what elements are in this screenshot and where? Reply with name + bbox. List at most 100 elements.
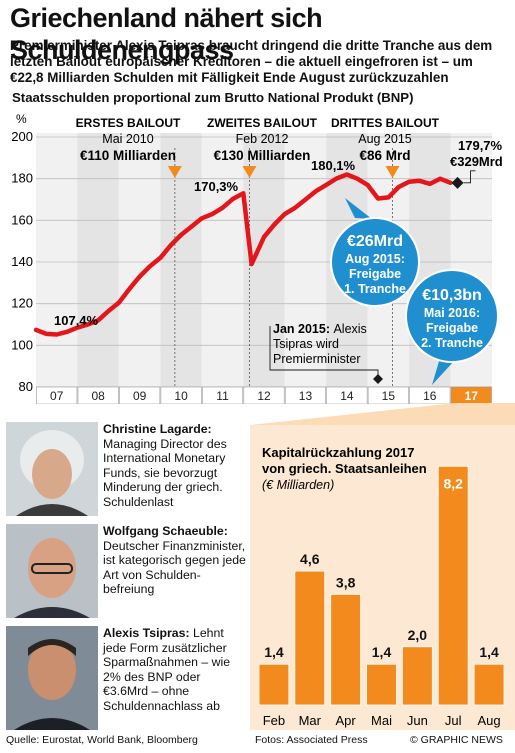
person-tsipras: Alexis Tsipras: Lehnt jede Form zu­sätzl… <box>0 624 248 732</box>
bar-category-label: Jun <box>407 713 428 728</box>
x-tick-label: 13 <box>299 389 313 403</box>
end-amount-label: €329Mrd <box>450 154 503 169</box>
value-label: 107,4% <box>54 313 99 328</box>
bar-category-label: Mar <box>299 713 322 728</box>
annotation-line1: Jan 2015: Alexis <box>273 322 367 336</box>
y-tick-label: 80 <box>19 379 33 394</box>
x-tick-label: 11 <box>216 389 229 403</box>
bar-value-label: 4,6 <box>300 551 320 567</box>
page-title: Griechenland nähert sich Schuldenengpass <box>10 3 323 65</box>
callout-pointer <box>345 198 372 219</box>
person-schaeuble: Wolfgang Schaeuble: Deutscher Finanzmini… <box>0 522 248 620</box>
y-tick-label: 180 <box>11 171 33 186</box>
year-band <box>284 133 327 387</box>
value-label: 180,1% <box>311 158 356 173</box>
callout-amount: €26Mrd <box>347 233 403 250</box>
x-axis-cell <box>36 386 78 404</box>
x-tick-label: 10 <box>174 389 188 403</box>
repayment-bar-chart: Kapitalrückzahlung 2017 von griech. Staa… <box>258 445 505 728</box>
callout-text: Freigabe <box>349 267 401 281</box>
bailout-name: ERSTES BAILOUT <box>76 116 181 130</box>
annotation-marker <box>373 374 383 384</box>
photo-schaeuble <box>6 524 98 618</box>
bailout-marker <box>167 166 182 178</box>
y-tick-label: 120 <box>11 296 33 311</box>
bar <box>330 593 361 706</box>
bar-category-label: Mai <box>371 713 392 728</box>
year-band <box>201 133 244 387</box>
bar-chart-unit: (€ Milliarden) <box>262 478 334 492</box>
bar-chart-title-line2: von griech. Staatsanleihen <box>262 461 427 476</box>
x-axis-cell <box>284 386 326 404</box>
bailout-amount: €86 Mrd <box>359 148 410 163</box>
debt-line-chart: 80 100 120 140 160 180 200% 07 08 09 10 11 12 13 14 15… <box>11 112 503 404</box>
callout-text: Mai 2016: <box>424 306 480 320</box>
value-label: 179,7% <box>458 138 503 153</box>
photo-credit: Fotos: Associated Press <box>255 734 368 746</box>
y-tick-label: 200 <box>11 129 33 144</box>
bailout-date: Aug 2015 <box>358 132 412 146</box>
bar-value-label: 1,4 <box>372 644 392 660</box>
x-tick-label: 16 <box>423 389 437 403</box>
bar-value-label: 1,4 <box>264 644 284 660</box>
bar <box>294 570 326 706</box>
bar-category-label: Aug <box>478 713 501 728</box>
bar <box>258 663 290 706</box>
x-tick-label: 08 <box>92 389 106 403</box>
callout-text: 2. Tranche <box>421 336 483 350</box>
year-band <box>77 133 119 387</box>
x-axis-cell <box>367 386 409 404</box>
bailout-date: Feb 2012 <box>236 132 289 146</box>
year-band <box>36 133 78 387</box>
x-axis-cell <box>326 386 368 404</box>
callout-amount: €10,3bn <box>422 287 482 304</box>
bar <box>366 663 397 706</box>
y-tick-label: 100 <box>11 337 33 352</box>
x-axis-cell <box>409 386 451 404</box>
callout-pointer <box>432 358 455 385</box>
y-tick-label: 160 <box>11 212 33 227</box>
x-axis-cell <box>202 386 244 404</box>
year-band <box>118 133 161 387</box>
callout-text: Aug 2015: <box>345 252 405 266</box>
page-subtitle: Premierminister Alexis Tsipras braucht d… <box>10 38 493 85</box>
chart-title: Staatsschulden proportional zum Brutto N… <box>12 90 414 105</box>
annotation-line2: Tsipras wird <box>273 337 339 351</box>
person-name-lagarde: Christine Lagarde: <box>103 422 212 436</box>
x-tick-label: 15 <box>382 389 396 403</box>
bailout-name: DRITTES BAILOUT <box>331 116 440 130</box>
bar-chart-title-line1: Kapitalrückzahlung 2017 <box>262 445 414 460</box>
bailout-marker <box>242 166 257 178</box>
x-tick-label: 12 <box>257 389 271 403</box>
bar <box>473 663 505 706</box>
bailout-marker <box>385 166 400 178</box>
bar-value-label: 8,2 <box>443 475 463 491</box>
bar-category-label: Jul <box>445 713 462 728</box>
x-tick-label: 07 <box>50 389 64 403</box>
debt-series-line <box>33 172 453 337</box>
x-axis-cell <box>77 386 119 404</box>
bar-value-label: 3,8 <box>336 574 356 590</box>
bar-category-label: Feb <box>263 713 285 728</box>
copyright: © GRAPHIC NEWS <box>410 734 503 746</box>
end-marker <box>451 176 464 189</box>
person-lagarde: Christine Lagarde: Managing Director des… <box>0 420 248 518</box>
callout-bubble <box>405 269 499 363</box>
x-axis-cell <box>119 386 161 404</box>
x-tick-label: 09 <box>133 389 147 403</box>
value-label: 170,3% <box>194 179 239 194</box>
y-tick-label: 140 <box>11 254 33 269</box>
year-band <box>160 133 202 387</box>
bailout-amount: €110 Milliarden <box>80 148 176 163</box>
photo-tsipras <box>6 626 98 730</box>
person-desc-tsipras: Lehnt jede Form zu­sätzlicher Sparmaß­na… <box>103 626 231 713</box>
callout-text: Freigabe <box>426 321 478 335</box>
bar-category-label: Apr <box>336 713 357 728</box>
x-tick-label: 17 <box>465 389 479 403</box>
x-axis-cell <box>160 386 202 404</box>
person-name-schaeuble: Wolfgang Schaeuble: <box>103 524 228 538</box>
person-name-tsipras: Alexis Tsipras: <box>103 626 190 640</box>
end-leader <box>463 170 476 184</box>
y-axis-unit: % <box>16 112 27 126</box>
bar-value-label: 1,4 <box>479 644 499 660</box>
